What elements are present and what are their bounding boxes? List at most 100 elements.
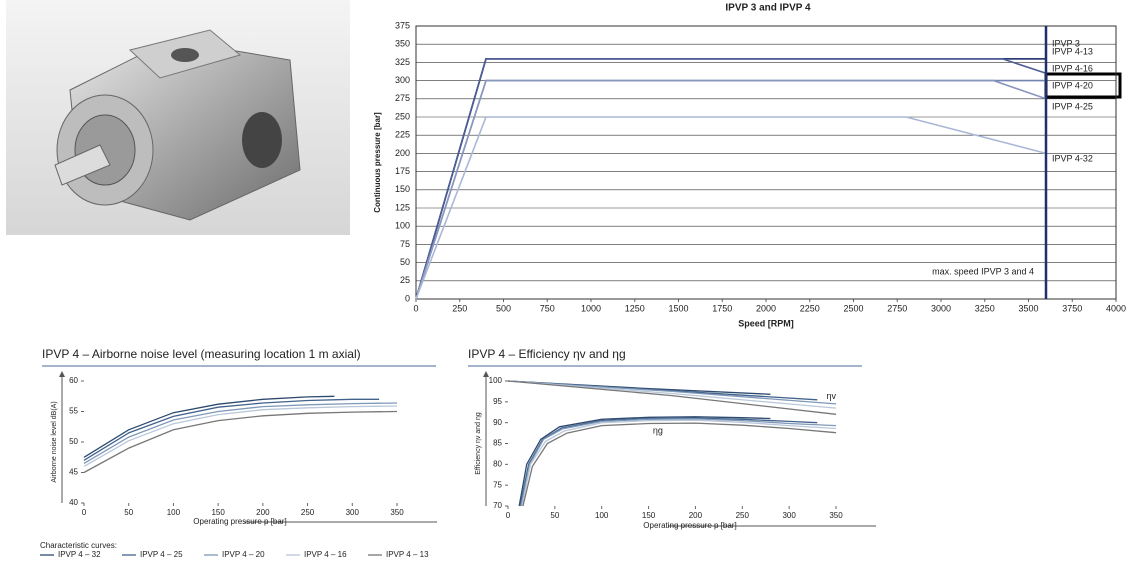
x-tick-label: 4000 xyxy=(1106,303,1126,313)
y-tick-label: 75 xyxy=(400,239,410,249)
y-tick-label: 50 xyxy=(400,257,410,267)
x-tick-label: 3750 xyxy=(1062,303,1082,313)
y-axis-arrow xyxy=(59,371,65,377)
x-tick-label: 0 xyxy=(82,508,87,517)
x-tick-label: 3500 xyxy=(1018,303,1038,313)
x-tick-label: 0 xyxy=(413,303,418,313)
x-tick-label: 1250 xyxy=(625,303,645,313)
y-tick-label: 275 xyxy=(395,93,410,103)
x-tick-label: 50 xyxy=(124,508,133,517)
y-tick-label: 55 xyxy=(69,407,78,416)
x-tick-label: 1750 xyxy=(712,303,732,313)
series-line xyxy=(83,410,398,474)
y-tick-label: 90 xyxy=(493,418,502,427)
series-end-label: IPVP 4-32 xyxy=(1052,153,1093,163)
series-line xyxy=(415,79,1047,300)
x-tick-label: 100 xyxy=(167,508,181,517)
x-tick-label: 1500 xyxy=(668,303,688,313)
annotation: ηg xyxy=(653,425,663,435)
y-tick-label: 50 xyxy=(69,437,78,446)
y-tick-label: 0 xyxy=(405,293,410,303)
legend-label: IPVP 4 – 25 xyxy=(140,550,183,559)
y-axis-label: Efficiency ηv and ηg xyxy=(475,412,482,475)
series-line xyxy=(83,395,335,458)
x-tick-label: 750 xyxy=(540,303,555,313)
y-tick-label: 375 xyxy=(395,20,410,30)
x-tick-label: 100 xyxy=(595,511,609,520)
y-tick-label: 100 xyxy=(489,376,503,385)
y-tick-label: 250 xyxy=(395,111,410,121)
x-tick-label: 50 xyxy=(550,511,559,520)
x-tick-label: 2500 xyxy=(843,303,863,313)
legend-label: IPVP 4 – 16 xyxy=(304,550,347,559)
product-photo xyxy=(6,0,350,235)
x-tick-label: 2250 xyxy=(800,303,820,313)
legend-label: IPVP 4 – 32 xyxy=(58,550,101,559)
legend-title: Characteristic curves: xyxy=(40,541,117,550)
series-line xyxy=(520,418,837,507)
annotation: ηv xyxy=(827,391,837,401)
y-tick-label: 25 xyxy=(400,275,410,285)
x-tick-label: 200 xyxy=(689,511,703,520)
plot-frame xyxy=(415,25,1117,300)
y-tick-label: 95 xyxy=(493,397,502,406)
x-tick-label: 1000 xyxy=(581,303,601,313)
series-line xyxy=(507,380,837,409)
series-line xyxy=(519,417,818,507)
y-tick-label: 85 xyxy=(493,439,502,448)
annotation: max. speed IPVP 3 and 4 xyxy=(932,266,1034,276)
series-end-label: IPVP 4-20 xyxy=(1052,80,1093,90)
x-tick-label: 250 xyxy=(452,303,467,313)
series-line xyxy=(83,405,398,467)
x-tick-label: 2750 xyxy=(887,303,907,313)
series-end-label: IPVP 4-16 xyxy=(1052,63,1093,73)
legend-label: IPVP 4 – 13 xyxy=(386,550,429,559)
y-tick-label: 75 xyxy=(493,480,502,489)
y-tick-label: 40 xyxy=(69,498,78,507)
series-line xyxy=(415,58,1047,300)
series-line xyxy=(83,398,380,461)
y-axis-arrow xyxy=(483,371,489,377)
x-tick-label: 150 xyxy=(211,508,225,517)
chart-title: IPVP 4 – Efficiency ηv and ηg xyxy=(468,347,626,361)
y-tick-label: 70 xyxy=(493,501,502,510)
series-line xyxy=(83,402,398,464)
x-tick-label: 500 xyxy=(496,303,511,313)
series-line xyxy=(522,422,837,507)
y-tick-label: 80 xyxy=(493,459,502,468)
x-tick-label: 200 xyxy=(256,508,270,517)
legend-label: IPVP 4 – 20 xyxy=(222,550,265,559)
y-tick-label: 125 xyxy=(395,202,410,212)
series-line xyxy=(415,116,1047,300)
y-axis-label: Continuous pressure [bar] xyxy=(373,112,382,213)
series-line xyxy=(507,380,837,405)
y-tick-label: 45 xyxy=(69,468,78,477)
series-end-label: IPVP 4-13 xyxy=(1052,46,1093,56)
x-tick-label: 300 xyxy=(346,508,360,517)
x-tick-label: 0 xyxy=(506,511,511,520)
y-tick-label: 60 xyxy=(69,376,78,385)
x-tick-label: 250 xyxy=(736,511,750,520)
y-tick-label: 150 xyxy=(395,184,410,194)
x-tick-label: 250 xyxy=(301,508,315,517)
series-end-label: IPVP 3 xyxy=(1052,38,1080,48)
x-axis-label: Operating pressure p [bar] xyxy=(643,521,736,530)
y-tick-label: 325 xyxy=(395,57,410,67)
x-tick-label: 300 xyxy=(782,511,796,520)
y-tick-label: 100 xyxy=(395,221,410,231)
series-end-label: IPVP 4-25 xyxy=(1052,101,1093,111)
y-axis-label: Airborne noise level dB(A) xyxy=(51,401,58,482)
series-line xyxy=(521,419,837,507)
y-tick-label: 175 xyxy=(395,166,410,176)
x-tick-label: 3000 xyxy=(931,303,951,313)
chart-title: IPVP 3 and IPVP 4 xyxy=(725,3,811,14)
x-tick-label: 2000 xyxy=(756,303,776,313)
y-tick-label: 200 xyxy=(395,148,410,158)
series-line xyxy=(415,58,1046,300)
y-tick-label: 300 xyxy=(395,75,410,85)
x-axis-label: Speed [RPM] xyxy=(738,318,794,328)
x-tick-label: 3250 xyxy=(975,303,995,313)
series-line xyxy=(518,416,771,507)
x-tick-label: 350 xyxy=(829,511,843,520)
series-line xyxy=(415,58,1046,300)
